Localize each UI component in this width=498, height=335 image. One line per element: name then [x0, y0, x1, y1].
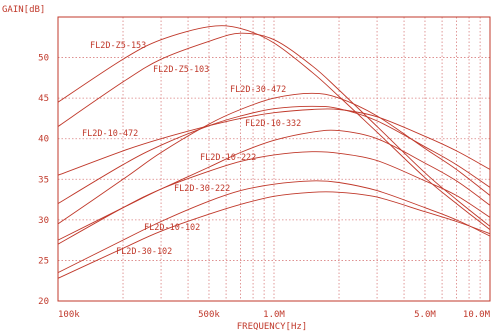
x-tick-labels: 100k 500k 1.0M 5.0M 10.0M	[58, 310, 491, 320]
series-label-fl2d-30-222: FL2D-30-222	[174, 184, 230, 194]
y-tick-label: 50	[38, 54, 49, 64]
series-label-fl2d-z5-153: FL2D-Z5-153	[90, 41, 146, 51]
x-tick-label: 1.0M	[263, 310, 285, 320]
y-tick-label: 35	[38, 175, 49, 185]
series-label-fl2d-10-102: FL2D-10-102	[144, 223, 200, 233]
series-label-fl2d-30-472: FL2D-30-472	[230, 85, 286, 95]
y-tick-label: 25	[38, 256, 49, 266]
series-label-fl2d-10-332: FL2D-10-332	[245, 119, 301, 129]
x-tick-label: 10.0M	[463, 310, 491, 320]
x-tick-label: 100k	[58, 310, 80, 320]
y-tick-label: 20	[38, 297, 49, 307]
y-tick-label: 45	[38, 94, 49, 104]
y-tick-label: 30	[38, 216, 49, 226]
series-line-fl2d-30-222	[57, 129, 491, 241]
series-lines	[57, 25, 491, 279]
x-tick-label: 5.0M	[414, 310, 436, 320]
series-label-fl2d-z5-103: FL2D-Z5-103	[153, 65, 209, 75]
series-labels: FL2D-Z5-153 FL2D-Z5-103 FL2D-30-472 FL2D-10…	[82, 41, 301, 257]
x-axis-label: FREQUENCY[Hz]	[237, 322, 307, 332]
series-label-fl2d-10-222: FL2D-10-222	[200, 153, 256, 163]
series-line-fl2d-10-102	[57, 191, 491, 279]
x-tick-label: 500k	[198, 310, 220, 320]
series-line-fl2d-30-472	[57, 92, 491, 225]
series-line-fl2d-10-472	[57, 108, 491, 176]
y-tick-label: 40	[38, 135, 49, 145]
y-axis-label: GAIN[dB]	[2, 5, 45, 15]
y-tick-labels: 20 25 30 35 40 45 50	[38, 54, 49, 307]
series-label-fl2d-30-102: FL2D-30-102	[116, 247, 172, 257]
series-line-fl2d-30-102	[57, 180, 491, 274]
series-label-fl2d-10-472: FL2D-10-472	[82, 129, 138, 139]
series-line-fl2d-z5-153	[57, 25, 491, 230]
plot-frame	[57, 16, 491, 302]
series-line-fl2d-10-332	[57, 105, 491, 204]
series-line-fl2d-z5-103	[57, 32, 491, 227]
